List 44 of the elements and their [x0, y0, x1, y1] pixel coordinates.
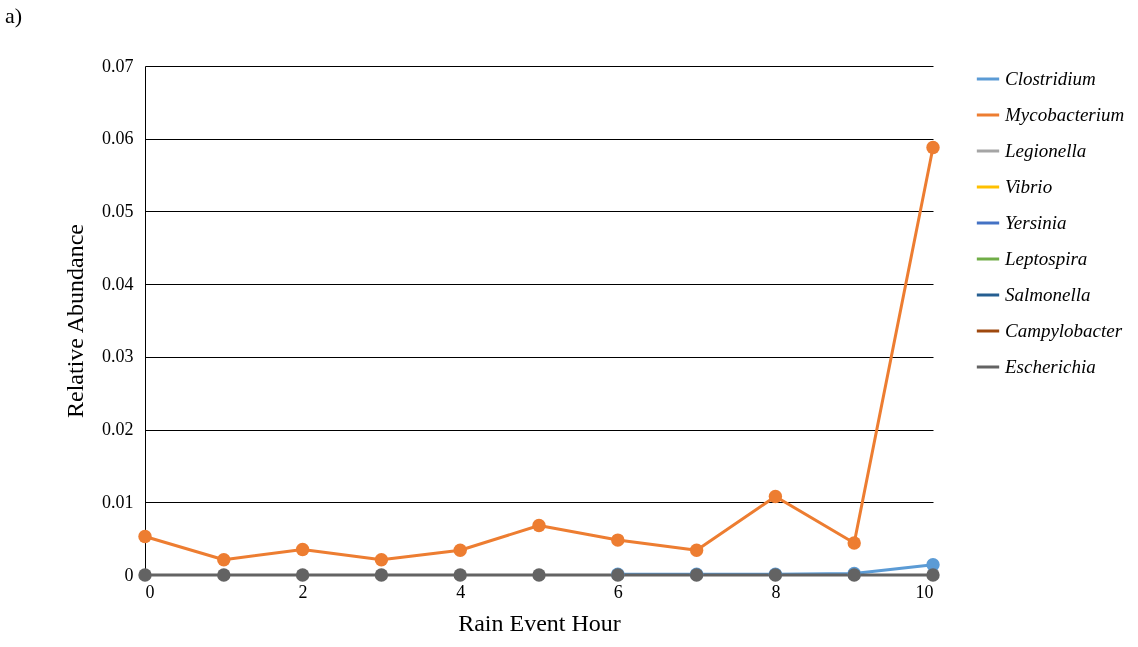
legend-label: Yersinia — [1005, 212, 1067, 233]
legend-label: Mycobacterium — [1004, 104, 1125, 125]
point — [689, 543, 704, 557]
point — [768, 489, 783, 504]
legend-label: Salmonella — [1005, 284, 1091, 305]
x-axis-title: Rain Event Hour — [458, 609, 621, 636]
point — [611, 533, 625, 547]
x-tick-label: 10 — [915, 581, 934, 602]
point — [138, 568, 152, 582]
point — [926, 140, 940, 155]
point — [295, 542, 310, 557]
y-tick-label: 0.01 — [102, 491, 134, 512]
x-tick-label: 4 — [456, 581, 466, 602]
point — [138, 529, 152, 544]
legend-label: Leptospira — [1004, 248, 1088, 269]
y-tick-label: 0 — [124, 564, 134, 585]
legend-label: Campylobacter — [1005, 320, 1123, 341]
legend-label: Vibrio — [1005, 176, 1053, 197]
point — [217, 553, 231, 567]
x-tick-label: 6 — [613, 581, 623, 602]
point — [532, 568, 546, 582]
x-tick-label: 2 — [298, 581, 308, 602]
y-tick-label: 0.07 — [102, 55, 134, 76]
point — [217, 568, 231, 582]
point — [847, 536, 861, 550]
point — [453, 568, 467, 582]
point — [374, 553, 389, 567]
y-axis-title: Relative Abundance — [62, 224, 88, 418]
y-tick-label: 0.05 — [102, 200, 134, 221]
legend-label: Legionella — [1004, 140, 1087, 161]
y-tick-label: 0.04 — [102, 273, 134, 294]
legend-label: Clostridium — [1005, 68, 1096, 89]
legend-label: Escherichia — [1004, 356, 1096, 377]
point — [453, 543, 467, 557]
text: a) — [5, 3, 23, 28]
y-tick-label: 0.03 — [102, 346, 134, 367]
x-tick-label: 8 — [771, 581, 781, 602]
x-tick-label: 0 — [145, 581, 155, 602]
y-tick-label: 0.06 — [102, 128, 134, 149]
point — [374, 568, 389, 582]
point — [926, 568, 940, 582]
point — [295, 568, 310, 582]
y-tick-label: 0.02 — [102, 419, 134, 440]
point — [532, 518, 546, 533]
